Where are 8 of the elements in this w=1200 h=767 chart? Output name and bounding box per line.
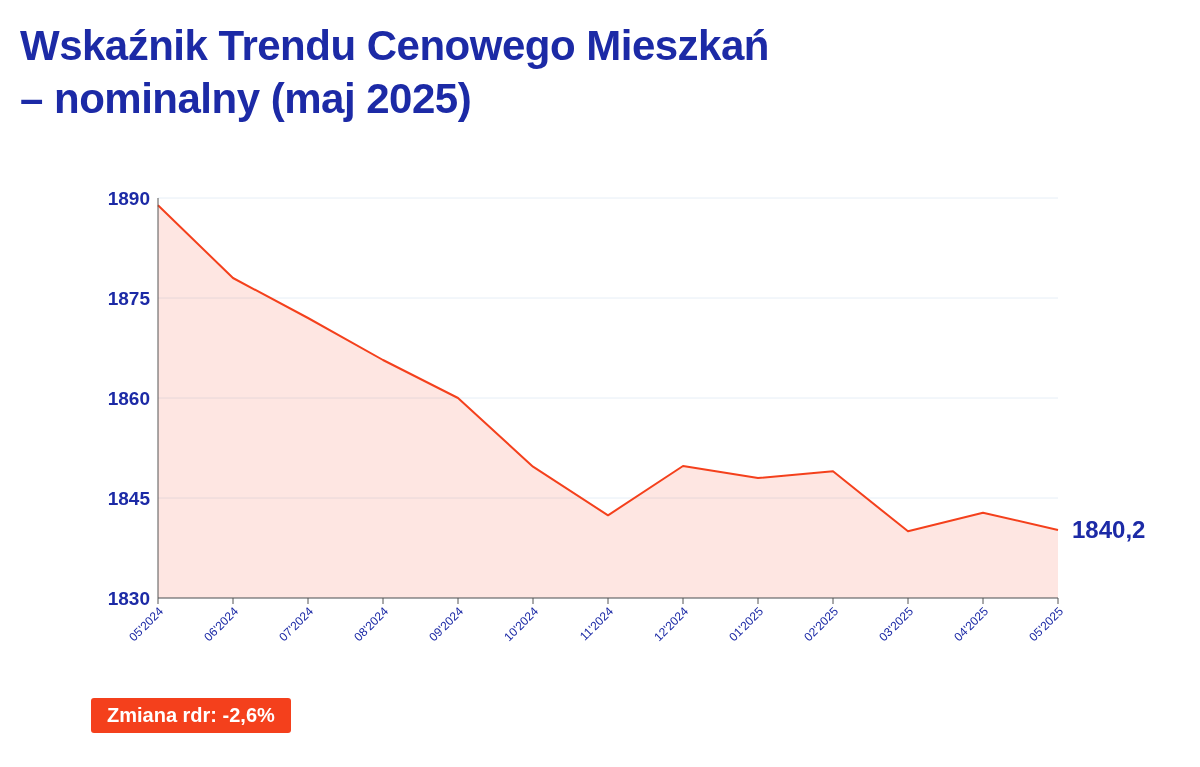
text: Zmiana rdr: -2,6% — [91, 698, 291, 733]
data-label: 1840,2 — [1072, 516, 1146, 543]
y-tick-label: 1830 — [107, 587, 150, 609]
y-tick-label: 1860 — [107, 387, 150, 409]
y-tick-label: 1875 — [107, 287, 151, 309]
chart-title: Wskaźnik Trendu Cenowego Mieszkań – nominalny (maj 2025) — [20, 21, 769, 124]
y-tick-label: 1845 — [107, 487, 151, 509]
y-tick-label: 1890 — [107, 187, 150, 209]
